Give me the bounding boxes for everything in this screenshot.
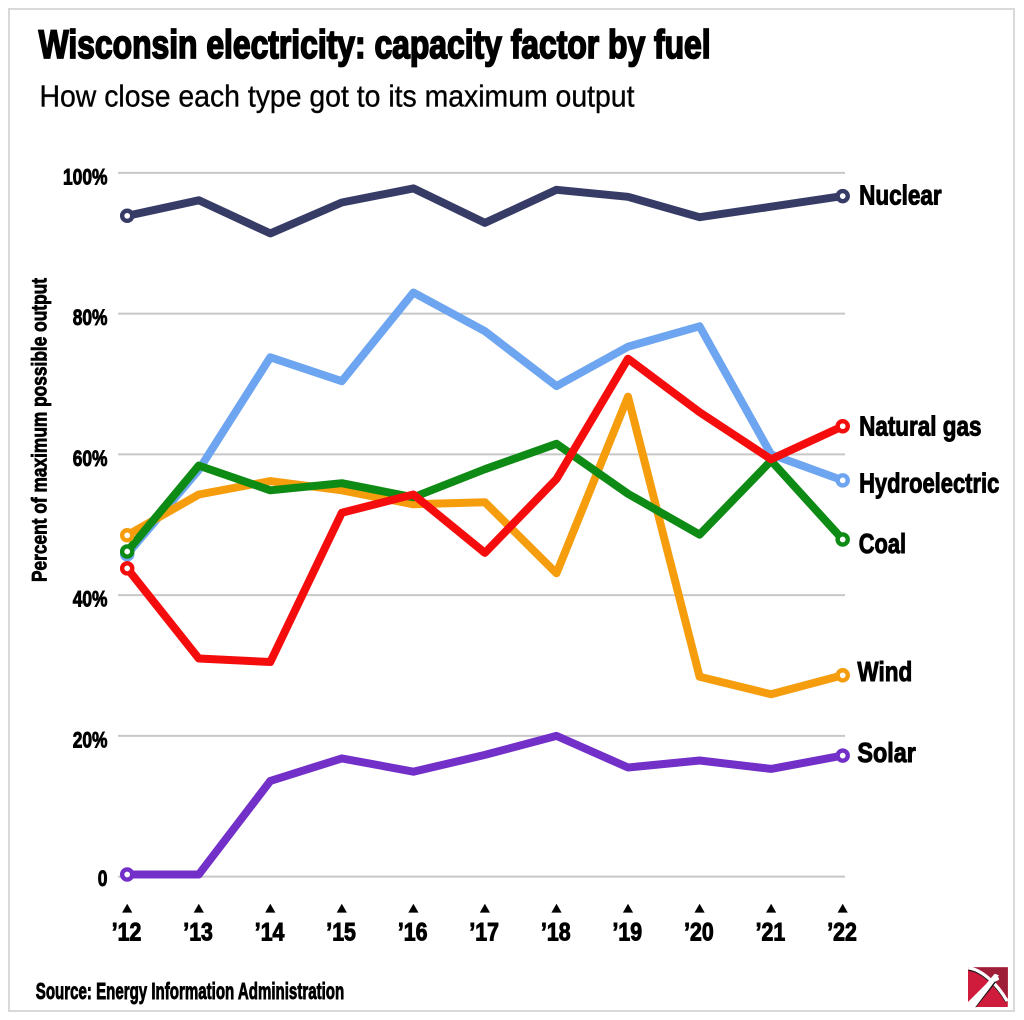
svg-text:’14: ’14: [255, 918, 285, 946]
svg-text:Solar: Solar: [857, 737, 915, 768]
svg-text:’21: ’21: [756, 918, 786, 946]
svg-text:80%: 80%: [73, 305, 108, 330]
svg-text:0: 0: [98, 866, 108, 891]
svg-text:’20: ’20: [684, 918, 714, 946]
svg-text:60%: 60%: [73, 446, 108, 471]
svg-text:20%: 20%: [73, 727, 108, 752]
svg-text:Nuclear: Nuclear: [859, 180, 942, 211]
svg-text:100%: 100%: [63, 165, 108, 190]
svg-text:Wisconsin electricity: capacit: Wisconsin electricity: capacity factor b…: [39, 23, 711, 67]
svg-text:’22: ’22: [827, 918, 857, 946]
svg-text:’19: ’19: [613, 918, 643, 946]
svg-text:’15: ’15: [326, 918, 356, 946]
svg-text:Coal: Coal: [859, 528, 906, 559]
svg-text:Source: Energy Information Adm: Source: Energy Information Administratio…: [36, 978, 344, 1004]
svg-text:How close each type got to its: How close each type got to its maximum o…: [40, 79, 635, 113]
svg-text:40%: 40%: [73, 587, 108, 612]
svg-text:’13: ’13: [183, 918, 213, 946]
svg-text:’17: ’17: [469, 918, 499, 946]
svg-text:Wind: Wind: [857, 656, 912, 687]
svg-text:Percent of maximum possible ou: Percent of maximum possible output: [29, 278, 52, 582]
svg-text:’16: ’16: [398, 918, 428, 946]
svg-text:Natural gas: Natural gas: [859, 411, 981, 442]
svg-text:’12: ’12: [112, 918, 142, 946]
svg-text:’18: ’18: [541, 918, 571, 946]
svg-text:Hydroelectric: Hydroelectric: [859, 468, 999, 499]
